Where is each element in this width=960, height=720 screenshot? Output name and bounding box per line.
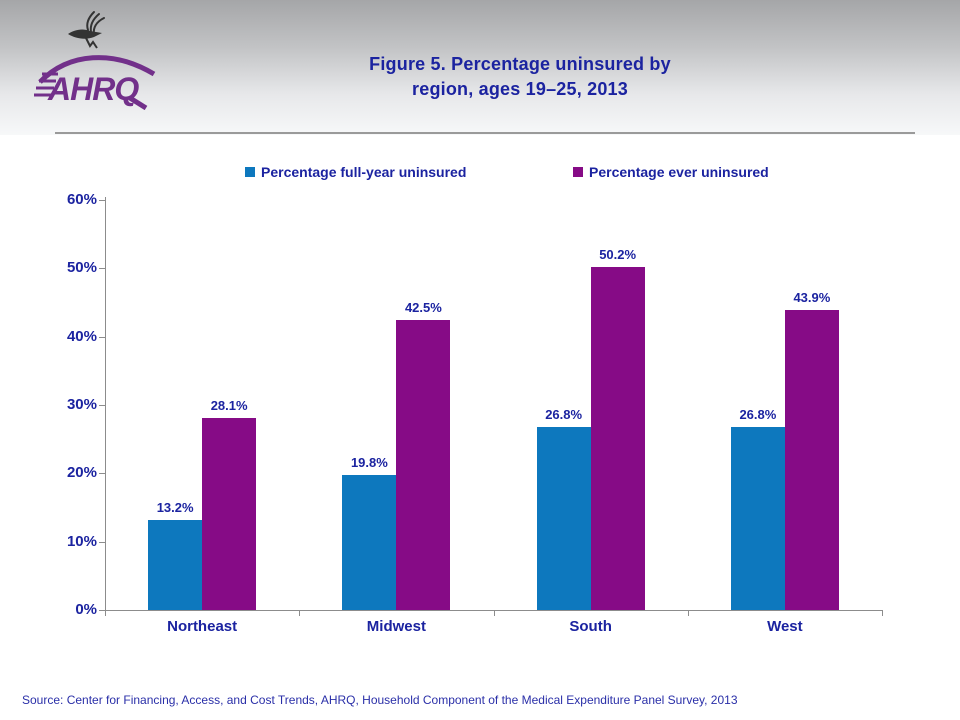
- x-axis-category-label: Northeast: [167, 618, 238, 635]
- bar-west-ever: [784, 310, 839, 610]
- bar-south-ever: [590, 267, 645, 610]
- x-axis-category-label: Midwest: [366, 618, 426, 635]
- page-title-line1: Figure 5. Percentage uninsured by: [369, 54, 671, 74]
- y-axis-tick: [99, 268, 105, 270]
- y-axis-tick: [99, 541, 105, 543]
- x-axis-category-label: West: [767, 618, 803, 635]
- bar-west-full-year: [730, 427, 785, 610]
- header-band: [0, 0, 960, 135]
- bar-value-label: 28.1%: [210, 398, 248, 413]
- source-text: Source: Center for Financing, Access, an…: [22, 693, 738, 707]
- bar-value-label: 50.2%: [599, 247, 637, 262]
- y-axis-tick: [99, 473, 105, 475]
- y-axis-tick-label: 20%: [66, 464, 97, 482]
- bar-midwest-full-year: [342, 475, 397, 610]
- ahrq-wordmark: AHRQ: [34, 55, 156, 110]
- y-axis-tick-label: 0%: [75, 601, 97, 618]
- bar-midwest-ever: [396, 320, 451, 610]
- header-divider-line: [55, 132, 915, 134]
- x-axis-tick: [882, 610, 883, 616]
- bar-value-label: 42.5%: [404, 300, 442, 315]
- y-axis-tick-label: 10%: [66, 532, 97, 550]
- bar-northeast-full-year: [148, 520, 203, 610]
- bar-south-full-year: [536, 427, 591, 610]
- bar-value-label: 26.8%: [739, 407, 777, 422]
- page-title-line2: region, ages 19–25, 2013: [412, 79, 628, 99]
- bar-value-label: 13.2%: [156, 500, 194, 515]
- y-axis-tick-label: 60%: [66, 191, 97, 208]
- bar-value-label: 26.8%: [545, 407, 583, 422]
- legend-label-ever: Percentage ever uninsured: [589, 164, 769, 180]
- legend-item-full-year: Percentage full-year uninsured: [245, 162, 466, 182]
- y-axis-tick: [99, 610, 105, 611]
- bar-value-label: 19.8%: [350, 455, 388, 470]
- y-axis-tick-label: 40%: [66, 327, 97, 345]
- bar-value-label: 43.9%: [793, 290, 831, 305]
- y-axis-tick: [99, 200, 105, 201]
- legend-label-full-year: Percentage full-year uninsured: [261, 164, 467, 180]
- hhs-eagle-icon: [68, 11, 105, 49]
- y-axis-tick-label: 30%: [66, 396, 97, 413]
- y-axis-tick: [99, 336, 105, 338]
- y-axis-line: [105, 197, 106, 610]
- x-axis-tick: [687, 610, 689, 616]
- legend-item-ever: Percentage ever uninsured: [573, 162, 769, 182]
- y-axis-tick: [99, 405, 105, 406]
- legend-marker-ever-icon: [573, 167, 583, 177]
- x-axis-tick: [105, 610, 106, 616]
- legend-marker-full-year-icon: [245, 167, 255, 177]
- svg-text:AHRQ: AHRQ: [47, 71, 139, 107]
- page-title: Figure 5. Percentage uninsured by region…: [280, 52, 760, 102]
- x-axis-tick: [299, 610, 301, 616]
- x-axis-category-label: South: [569, 618, 612, 635]
- ahrq-logo: AHRQ: [34, 6, 164, 116]
- x-axis-tick: [493, 610, 495, 616]
- y-axis-tick-label: 50%: [66, 259, 97, 277]
- bar-northeast-ever: [202, 418, 257, 610]
